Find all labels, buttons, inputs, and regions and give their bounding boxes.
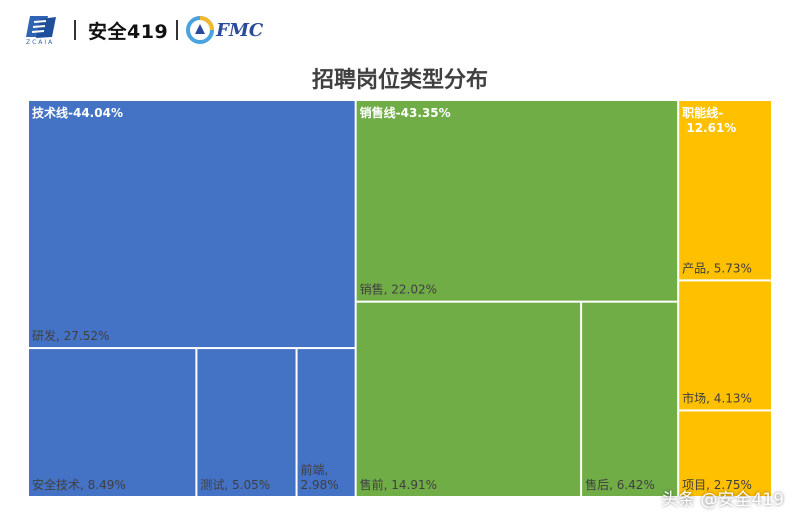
brand-name: 安全419: [88, 20, 169, 43]
cell-label: 测试, 5.05%: [200, 477, 270, 492]
zcaia-logo-icon: ZCAIA: [26, 13, 66, 47]
treemap-cell-售前: [356, 302, 581, 496]
logo-caption: ZCAIA: [26, 39, 55, 46]
group-label: 销售线-43.35%: [360, 105, 451, 120]
treemap-cell-售后: [582, 302, 678, 496]
cell-label: 市场, 4.13%: [682, 390, 752, 405]
cell-label: 前端, 2.98%: [301, 462, 339, 492]
group-label: 职能线- 12.61%: [682, 105, 736, 135]
logo-separator: [74, 20, 76, 40]
cell-label: 产品, 5.73%: [682, 261, 752, 275]
cell-label: 安全技术, 8.49%: [32, 477, 126, 492]
treemap-cell-项目: [679, 411, 771, 496]
group-label: 技术线-44.04%: [32, 105, 123, 120]
treemap-cell-测试: [197, 349, 296, 496]
brand-logo-bar: ZCAIA 安全419 FMC: [26, 12, 263, 48]
fmc-logo-icon: [186, 16, 215, 44]
cell-label: 售后, 6.42%: [585, 477, 655, 492]
treemap-cell-市场: [679, 281, 771, 410]
partner-name: FMC: [216, 19, 264, 41]
treemap-cell-安全技术: [29, 349, 196, 496]
watermark: 头条 @安全419: [661, 490, 784, 510]
cell-label: 研发, 27.52%: [32, 328, 109, 343]
treemap-cell-前端: [297, 349, 355, 496]
chart-title: 招聘岗位类型分布: [311, 68, 488, 93]
treemap-cell-产品: [679, 101, 771, 280]
cell-label: 销售, 22.02%: [360, 282, 437, 297]
treemap-cell-销售: [356, 101, 678, 301]
cell-label: 售前, 14.91%: [360, 477, 437, 492]
logo-separator: [176, 20, 179, 40]
treemap-cell-研发: [29, 101, 355, 348]
cell-label: 项目, 2.75%: [682, 478, 752, 492]
